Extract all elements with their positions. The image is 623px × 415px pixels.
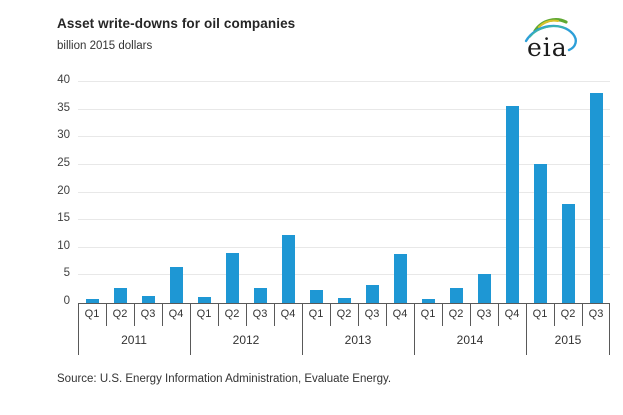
bar — [141, 296, 155, 303]
gridline — [78, 191, 610, 193]
y-axis-label: 20 — [57, 184, 70, 197]
quarter-tick — [106, 304, 107, 326]
quarter-tick — [218, 304, 219, 326]
quarter-tick — [386, 304, 387, 326]
y-axis-label: 35 — [57, 101, 70, 114]
bar — [309, 290, 323, 303]
quarter-label: Q1 — [308, 308, 324, 320]
year-separator — [190, 304, 191, 355]
source-text: Source: U.S. Energy Information Administ… — [57, 373, 392, 385]
year-separator — [609, 304, 610, 355]
quarter-label: Q4 — [504, 308, 520, 320]
quarter-label: Q2 — [448, 308, 464, 320]
quarter-tick — [162, 304, 163, 326]
chart-subtitle: billion 2015 dollars — [57, 40, 153, 52]
quarter-label: Q4 — [392, 308, 408, 320]
bar — [113, 287, 127, 303]
quarter-tick — [274, 304, 275, 326]
gridline — [78, 81, 610, 82]
y-axis-label: 15 — [57, 212, 70, 225]
eia-logo: eia — [520, 12, 584, 68]
year-label: 2014 — [456, 333, 484, 347]
gridline — [78, 163, 610, 165]
quarter-tick — [134, 304, 135, 326]
quarter-tick — [498, 304, 499, 326]
quarter-label: Q2 — [336, 308, 352, 320]
y-axis-label: 40 — [57, 74, 70, 86]
bar — [197, 296, 211, 303]
quarter-label: Q1 — [84, 308, 100, 320]
quarter-label: Q4 — [168, 308, 184, 320]
logo-swoosh-teal — [529, 25, 566, 38]
quarter-tick — [246, 304, 247, 326]
bar — [561, 203, 575, 303]
quarter-label: Q1 — [532, 308, 548, 320]
bar — [589, 92, 603, 303]
quarter-label: Q4 — [280, 308, 296, 320]
quarter-label: Q3 — [476, 308, 492, 320]
bar — [421, 298, 435, 303]
year-separator — [414, 304, 415, 355]
y-axis-label: 25 — [57, 156, 70, 169]
bar — [393, 254, 407, 303]
bar — [477, 273, 491, 303]
gridline — [78, 108, 610, 110]
gridline — [78, 219, 610, 221]
bar — [85, 299, 99, 303]
quarter-tick — [330, 304, 331, 326]
chart-title: Asset write-downs for oil companies — [57, 16, 296, 31]
quarter-tick — [554, 304, 555, 326]
bar — [337, 298, 351, 303]
year-separator — [526, 304, 527, 355]
eia-logo-swoosh-icon — [524, 18, 577, 52]
bar — [365, 285, 379, 303]
bar — [281, 235, 295, 303]
quarter-label: Q3 — [252, 308, 268, 320]
bar — [169, 267, 183, 303]
quarter-tick — [470, 304, 471, 326]
eia-logo-text: eia — [527, 33, 568, 62]
quarter-label: Q3 — [588, 308, 604, 320]
y-axis-label: 30 — [57, 129, 70, 142]
bar — [225, 252, 239, 303]
gridline — [78, 274, 610, 276]
gridline — [78, 136, 610, 138]
quarter-tick — [358, 304, 359, 326]
quarter-label: Q2 — [224, 308, 240, 320]
year-separator — [78, 304, 79, 355]
year-separator — [302, 304, 303, 355]
plot-area — [78, 81, 610, 304]
quarter-tick — [582, 304, 583, 326]
bar — [253, 288, 267, 303]
quarter-label: Q3 — [364, 308, 380, 320]
bar — [505, 105, 519, 303]
quarter-label: Q1 — [196, 308, 212, 320]
y-axis-label: 0 — [63, 295, 70, 307]
year-label: 2011 — [121, 333, 147, 347]
y-axis-label: 5 — [63, 267, 70, 280]
quarter-label: Q3 — [140, 308, 156, 320]
quarter-label: Q1 — [420, 308, 436, 320]
y-axis-label: 10 — [57, 239, 70, 252]
bar — [533, 163, 547, 303]
logo-swoosh-yellow — [538, 19, 559, 28]
year-label: 2012 — [232, 333, 260, 347]
gridline — [78, 246, 610, 248]
year-label: 2013 — [344, 333, 372, 347]
quarter-tick — [442, 304, 443, 326]
quarter-label: Q2 — [112, 308, 128, 320]
bar — [449, 287, 463, 303]
quarter-label: Q2 — [560, 308, 576, 320]
x-axis: Q1 Q2 Q3 Q4 2011 Q1 Q2 Q3 Q4 2012 Q1 Q2 Q3 Q4 2013 Q1 Q2… — [78, 304, 610, 358]
logo-swoosh-blue — [524, 24, 577, 52]
year-label: 2015 — [554, 333, 582, 347]
